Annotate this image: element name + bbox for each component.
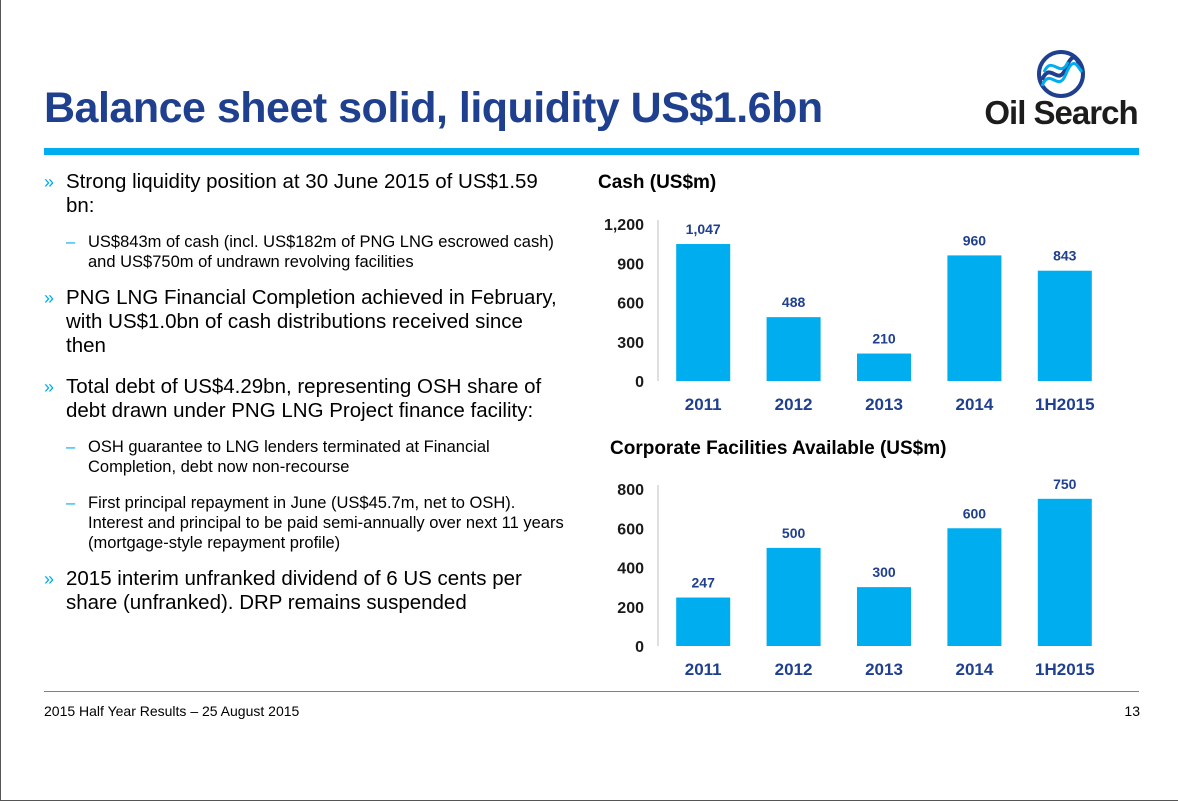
cash-x-tick-label: 2013 (865, 395, 903, 414)
facilities-data-label: 750 (1053, 476, 1077, 492)
cash-x-tick-label: 2012 (775, 395, 813, 414)
cash-data-label: 210 (872, 331, 896, 347)
list-item: » 2015 interim unfranked dividend of 6 U… (44, 567, 564, 615)
facilities-chart: 0 200 400 600 800 247 2011 500 2012 300 2013 600 201… (617, 476, 1095, 679)
title-rule (44, 148, 1139, 155)
facilities-y-tick-label: 0 (635, 639, 644, 656)
facilities-y-tick-label: 400 (617, 561, 644, 578)
bullet-text: Strong liquidity position at 30 June 201… (66, 170, 538, 217)
page-title: Balance sheet solid, liquidity US$1.6bn (44, 84, 823, 132)
facilities-chart-title: Corporate Facilities Available (US$m) (610, 438, 947, 459)
facilities-y-tick-label: 600 (617, 521, 644, 538)
facilities-data-label: 500 (782, 525, 806, 541)
facilities-y-tick-label: 800 (617, 482, 644, 499)
list-item: » Strong liquidity position at 30 June 2… (44, 170, 564, 218)
bullet-list: » Strong liquidity position at 30 June 2… (44, 170, 564, 615)
facilities-data-label: 247 (692, 575, 716, 591)
bullet-marker: » (44, 569, 55, 589)
facilities-y-tick-label: 200 (617, 600, 644, 617)
bullet-marker: » (44, 288, 55, 308)
facilities-x-tick-label: 2014 (955, 660, 993, 679)
cash-data-label: 843 (1053, 248, 1077, 264)
list-item: – First principal repayment in June (US$… (44, 493, 564, 553)
bullet-marker: – (66, 233, 76, 251)
bullet-marker: – (66, 438, 76, 456)
cash-bar-2014 (947, 255, 1002, 381)
cash-y-tick-label: 600 (617, 296, 644, 313)
bullet-text: Total debt of US$4.29bn, representing OS… (66, 375, 542, 422)
cash-bar-2012 (766, 317, 821, 381)
cash-bar-1h2015 (1037, 270, 1092, 381)
bullet-text: PNG LNG Financial Completion achieved in… (66, 286, 557, 357)
list-item: » Total debt of US$4.29bn, representing … (44, 375, 564, 423)
cash-chart: 0 300 600 900 1,200 1,047 2011 488 2012 210 2013 96… (604, 217, 1095, 414)
footer-text: 2015 Half Year Results – 25 August 2015 (44, 703, 300, 719)
cash-y-tick-label: 300 (617, 335, 644, 352)
cash-data-label: 488 (782, 294, 806, 310)
bullet-text: First principal repayment in June (US$45… (88, 494, 564, 552)
cash-data-label: 1,047 (686, 221, 721, 237)
logo-text: Oil Search (984, 94, 1138, 131)
logo: Oil Search (982, 50, 1140, 132)
bullet-marker: » (44, 172, 55, 192)
facilities-bar-2013 (857, 587, 911, 646)
bullet-text: US$843m of cash (incl. US$182m of PNG LN… (88, 233, 554, 271)
oil-search-logo-icon (1037, 50, 1085, 98)
facilities-x-tick-label: 2013 (865, 660, 903, 679)
cash-data-label: 960 (963, 232, 987, 248)
facilities-x-tick-label: 2012 (775, 660, 813, 679)
facilities-data-label: 300 (872, 564, 896, 580)
facilities-data-label: 600 (963, 505, 987, 521)
facilities-bar-2011 (676, 597, 731, 646)
facilities-bar-1h2015 (1037, 498, 1092, 646)
cash-bar-2011 (676, 244, 731, 381)
cash-y-tick-label: 900 (617, 256, 644, 273)
cash-chart-title: Cash (US$m) (598, 172, 717, 193)
bullet-text: 2015 interim unfranked dividend of 6 US … (66, 567, 522, 614)
list-item: – US$843m of cash (incl. US$182m of PNG … (44, 232, 564, 272)
facilities-x-tick-label: 1H2015 (1035, 660, 1095, 679)
bullet-text: OSH guarantee to LNG lenders terminated … (88, 438, 490, 476)
cash-y-tick-label: 0 (635, 374, 644, 391)
cash-bar-2013 (857, 353, 911, 381)
list-item: » PNG LNG Financial Completion achieved … (44, 286, 564, 358)
facilities-x-tick-label: 2011 (685, 660, 722, 679)
cash-y-tick-label: 1,200 (604, 217, 644, 234)
cash-x-tick-label: 1H2015 (1035, 395, 1095, 414)
cash-x-tick-label: 2011 (685, 395, 722, 414)
facilities-bar-2014 (947, 528, 1002, 646)
footer-rule (44, 691, 1139, 692)
page-number: 13 (1124, 703, 1140, 719)
facilities-bar-2012 (766, 547, 821, 646)
list-item: – OSH guarantee to LNG lenders terminate… (44, 437, 564, 477)
bullet-marker: – (66, 494, 76, 512)
bullet-marker: » (44, 377, 55, 397)
cash-x-tick-label: 2014 (955, 395, 993, 414)
